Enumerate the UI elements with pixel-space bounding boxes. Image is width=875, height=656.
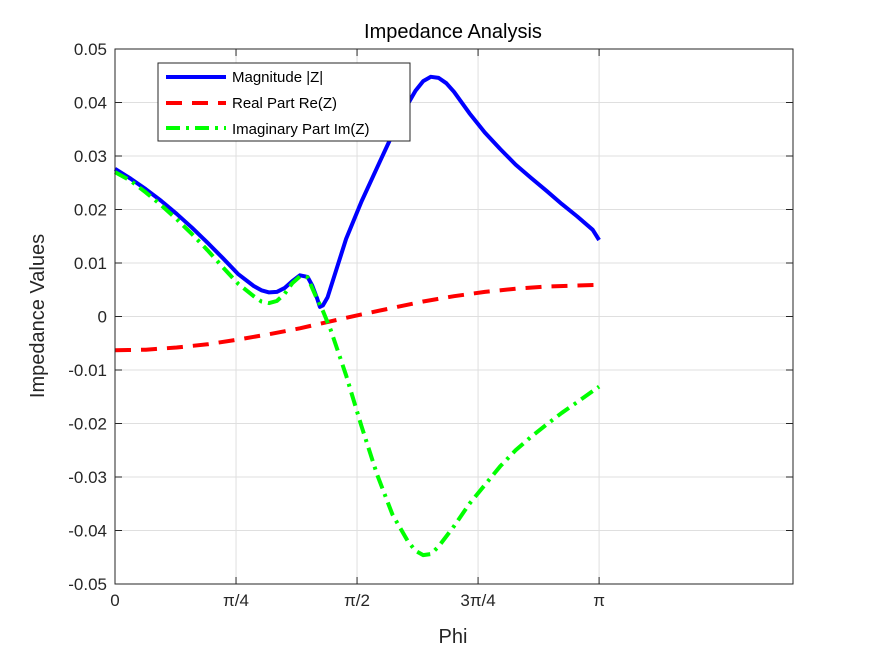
x-tick-label: 0: [110, 591, 119, 610]
series-layer: [113, 74, 601, 558]
y-axis-label: Impedance Values: [27, 234, 49, 398]
legend: Magnitude |Z| Real Part Re(Z) Imaginary …: [157, 62, 411, 142]
y-tick-label: 0.04: [74, 94, 107, 113]
magnitude-series-line: [113, 74, 601, 309]
x-tick-label: π/2: [344, 591, 370, 610]
x-tick-label: π/4: [223, 591, 249, 610]
legend-label-imaginary-part: Imaginary Part Im(Z): [232, 121, 370, 138]
y-tick-label: -0.05: [68, 575, 107, 594]
chart-title: Impedance Analysis: [364, 21, 542, 43]
y-tick-label: 0: [98, 308, 107, 327]
x-tick-label: π: [593, 591, 605, 610]
x-axis-label: Phi: [439, 626, 468, 648]
y-tick-label: -0.01: [68, 361, 107, 380]
y-tick-labels: 0.05 0.04 0.03 0.02 0.01 0 -0.01 -0.02 -0.03 -0.0…: [68, 40, 107, 594]
y-tick-label: -0.03: [68, 468, 107, 487]
y-tick-label: -0.04: [68, 522, 107, 541]
y-tick-label: 0.01: [74, 254, 107, 273]
legend-label-magnitude: Magnitude |Z|: [232, 69, 323, 86]
y-tick-label: -0.02: [68, 415, 107, 434]
x-tick-label: 3π/4: [460, 591, 495, 610]
x-tick-labels: 0 π/4 π/2 3π/4 π: [110, 591, 605, 610]
y-tick-label: 0.03: [74, 147, 107, 166]
real-part-series-line: [114, 282, 600, 353]
tick-marks: [114, 48, 793, 585]
y-tick-label: 0.05: [74, 40, 107, 59]
y-tick-label: 0.02: [74, 201, 107, 220]
legend-label-real-part: Real Part Re(Z): [232, 95, 337, 112]
imaginary-part-series-line: [114, 170, 601, 558]
